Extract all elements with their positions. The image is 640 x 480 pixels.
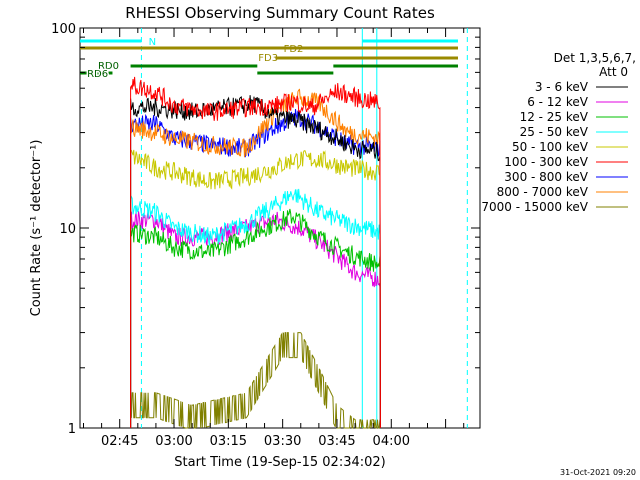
y-tick-label: 10 [59, 222, 76, 237]
y-axis: 1 10 100 [51, 22, 480, 437]
vertical-markers [140, 28, 468, 428]
series-line [130, 149, 381, 429]
series-line [130, 109, 381, 429]
legend-entry-label: 7000 - 15000 keV [481, 200, 588, 214]
legend-entry-label: 50 - 100 keV [512, 140, 589, 154]
state-bar-label: RD6 [87, 69, 108, 80]
x-tick-label: 03:15 [210, 434, 247, 449]
x-tick-label: 03:45 [318, 434, 355, 449]
legend-entry-label: 100 - 300 keV [504, 155, 588, 169]
state-bar-label: FD3 [258, 53, 278, 64]
x-tick-label: 03:30 [264, 434, 301, 449]
x-axis-label: Start Time (19-Sep-15 02:34:02) [174, 455, 385, 470]
state-bar-label: RD0 [98, 61, 119, 72]
chart-title: RHESSI Observing Summary Count Rates [125, 4, 435, 22]
state-bar-label: FD2 [284, 44, 304, 55]
legend-entry-label: 300 - 800 keV [504, 170, 588, 184]
data-series [130, 76, 381, 429]
x-tick-label: 03:00 [155, 434, 192, 449]
state-bar-label: N [149, 37, 156, 48]
series-line [130, 76, 381, 429]
legend-entry-label: 3 - 6 keV [535, 80, 589, 94]
timestamp: 31-Oct-2021 09:20 [560, 468, 636, 477]
series-line [130, 208, 381, 429]
legend-entry-label: 25 - 50 keV [520, 125, 589, 139]
x-tick-label: 02:45 [101, 434, 138, 449]
y-axis-label: Count Rate (s⁻¹ detector⁻¹) [29, 140, 44, 317]
x-axis: 02:45 03:00 03:15 03:30 03:45 04:00 [83, 28, 465, 449]
legend-entry-label: 800 - 7000 keV [497, 185, 589, 199]
legend-entry-label: 12 - 25 keV [520, 110, 589, 124]
y-tick-label: 1 [68, 422, 76, 437]
y-tick-label: 100 [51, 22, 76, 37]
series-line [130, 332, 381, 429]
legend-entry-label: 6 - 12 keV [527, 95, 589, 109]
series-line [130, 188, 381, 429]
legend-header-line: Att 0 [599, 65, 628, 79]
series-line [130, 88, 381, 429]
legend-header-line: Det 1,3,5,6,7, [554, 51, 636, 65]
x-tick-label: 04:00 [373, 434, 410, 449]
